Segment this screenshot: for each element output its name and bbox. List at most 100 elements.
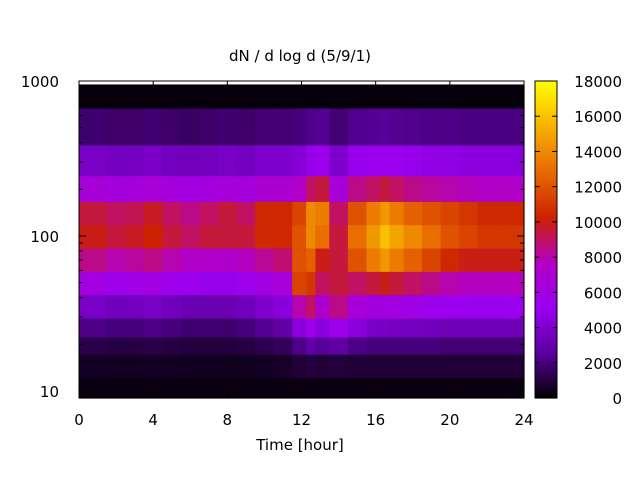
heatmap-cell (329, 107, 349, 146)
heatmap-cell (106, 224, 126, 249)
colorbar-ticks: 0 2000 4000 6000 8000 10000 12000 14000 16000 180… (535, 73, 622, 408)
heatmap-cell (236, 353, 256, 378)
colorbar-swatch (535, 197, 557, 201)
heatmap-cell (255, 353, 275, 378)
heatmap-cell (106, 377, 126, 399)
heatmap-cell (255, 377, 275, 399)
heatmap-cell (255, 144, 275, 177)
heatmap-cell (422, 353, 442, 378)
heatmap-cell (329, 294, 349, 319)
colorbar-swatch (535, 302, 557, 307)
heatmap-cell (273, 294, 293, 319)
heatmap-cell (422, 336, 442, 355)
heatmap-cell (106, 144, 126, 177)
heatmap-cell (125, 107, 145, 146)
colorbar-swatch (535, 131, 557, 135)
heatmap-cell (403, 377, 423, 399)
heatmap-cell (162, 336, 182, 355)
colorbar-swatch (535, 331, 557, 336)
heatmap-cell (366, 107, 381, 146)
heatmap-cell (236, 317, 256, 338)
x-tick-label: 20 (440, 411, 459, 429)
heatmap-cell (459, 224, 479, 249)
colorbar-swatch (535, 205, 557, 209)
heatmap-cell (440, 107, 460, 146)
heatmap-cell (273, 224, 293, 249)
colorbar-swatch (535, 99, 557, 103)
heatmap-cell (180, 144, 201, 177)
heatmap-cell (306, 107, 317, 146)
heatmap-cell (125, 353, 145, 378)
colorbar-tick-label: 2000 (584, 355, 622, 373)
colorbar-swatch (535, 173, 557, 177)
heatmap-cell (88, 294, 108, 319)
colorbar-swatch (535, 162, 557, 167)
colorbar-swatch (535, 231, 557, 235)
heatmap-cell (79, 175, 89, 202)
colorbar-swatch (535, 170, 557, 175)
colorbar-swatch (535, 382, 557, 386)
heatmap-cell (306, 294, 317, 319)
heatmap-cell (315, 247, 330, 272)
heatmap-cell (380, 84, 391, 109)
heatmap-cell (143, 175, 164, 202)
heatmap-cell (218, 377, 238, 399)
heatmap-cell (514, 353, 525, 378)
heatmap-cell (514, 84, 525, 109)
colorbar-swatch (535, 102, 557, 106)
heatmap-cell (292, 271, 307, 296)
colorbar-swatch (535, 221, 557, 225)
heatmap-cell (477, 175, 497, 202)
heatmap-cell (389, 271, 405, 296)
heatmap-cell (162, 107, 182, 146)
heatmap-cell (440, 247, 460, 272)
heatmap-cell (180, 271, 201, 296)
colorbar-swatch (535, 228, 557, 233)
heatmap-cell (162, 247, 182, 272)
colorbar-swatch (535, 305, 557, 309)
heatmap-cell (292, 175, 307, 202)
colorbar-swatch (535, 207, 557, 212)
colorbar-swatch (535, 279, 557, 283)
heatmap-cell (459, 247, 479, 272)
heatmap-cell (79, 317, 89, 338)
heatmap-cell (143, 224, 164, 249)
heatmap-cell (143, 336, 164, 355)
heatmap-cell (459, 271, 479, 296)
heatmap-cell (199, 224, 219, 249)
heatmap-cell (459, 336, 479, 355)
heatmap-cell (218, 201, 238, 226)
heatmap-cell (218, 175, 238, 202)
heatmap-cell (477, 294, 497, 319)
colorbar-swatch (535, 88, 557, 93)
heatmap-cell (218, 353, 238, 378)
heatmap-cell (366, 84, 381, 109)
heatmap-cell (389, 294, 405, 319)
heatmap-cell (292, 144, 307, 177)
colorbar-swatch (535, 281, 557, 286)
colorbar-swatch (535, 244, 557, 249)
heatmap-cell (389, 144, 405, 177)
heatmap-cell (403, 201, 423, 226)
colorbar-tick-label: 18000 (574, 73, 622, 91)
colorbar-swatch (535, 265, 557, 270)
heatmap-cell (88, 84, 108, 109)
heatmap-cell (306, 224, 317, 249)
heatmap-cell (514, 317, 525, 338)
heatmap-cell (514, 144, 525, 177)
heatmap-cell (79, 247, 89, 272)
colorbar-swatch (535, 83, 557, 87)
heatmap-cell (255, 294, 275, 319)
colorbar-swatch (535, 263, 557, 267)
colorbar-tick-label: 16000 (574, 108, 622, 126)
y-tick-label: 100 (30, 228, 59, 246)
colorbar-swatch (535, 107, 557, 111)
heatmap-cell (306, 144, 317, 177)
heatmap-cell (180, 224, 201, 249)
heatmap-cell (366, 224, 381, 249)
heatmap-cell (79, 107, 89, 146)
heatmap-cell (514, 377, 525, 399)
heatmap-cell (366, 271, 381, 296)
heatmap-cell (106, 175, 126, 202)
x-axis: 0 4 8 12 16 20 24 (74, 81, 534, 429)
